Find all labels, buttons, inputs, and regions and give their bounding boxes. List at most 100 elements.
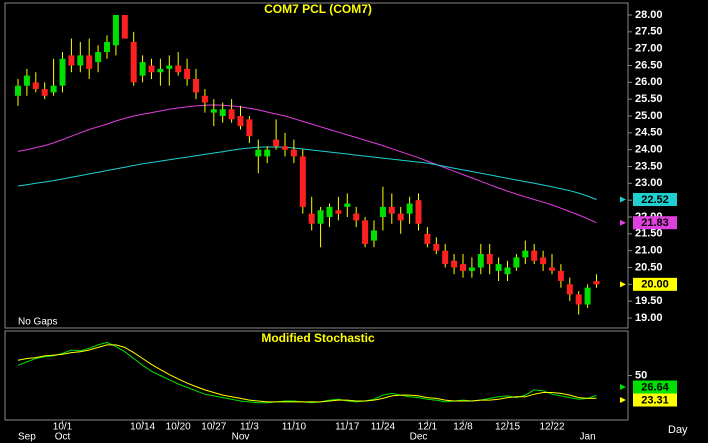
y-tick-label: 27.00 [635, 43, 663, 55]
x-tick-label: 10/1 [53, 422, 73, 433]
x-tick-label: 11/24 [371, 422, 396, 433]
candle-body [549, 267, 555, 271]
chart-title: COM7 PCL (COM7) [264, 2, 372, 16]
y-tick-label: 25.00 [635, 110, 663, 122]
candle-body [308, 213, 315, 224]
x-tick-label: 12/15 [495, 422, 520, 433]
last-value-arrow [620, 196, 626, 203]
x-tick-label: 10/20 [166, 422, 191, 433]
candle-body [282, 146, 288, 150]
candle-body [210, 109, 217, 113]
candle-body [451, 260, 458, 268]
last-value-box [633, 380, 677, 394]
candle-body [86, 55, 93, 69]
candle-body [442, 250, 449, 265]
y-tick-label: 28.00 [635, 9, 663, 21]
candle-body [121, 15, 128, 39]
month-label: Jan [580, 432, 596, 443]
y-tick-label: 21.00 [635, 245, 663, 257]
candle-body [112, 15, 119, 46]
y-tick-label: 26.00 [635, 76, 663, 88]
candle-body [68, 55, 75, 66]
y-tick-label: 50 [635, 369, 647, 381]
month-label: Nov [232, 432, 250, 443]
line [17, 344, 597, 403]
x-tick-label: 11/10 [282, 422, 307, 433]
last-value-arrow [620, 397, 626, 403]
last-value-arrow [620, 384, 626, 390]
candle-body [41, 89, 48, 96]
candle-body [424, 233, 431, 244]
last-close-arrow [620, 281, 626, 288]
candle-body [246, 119, 253, 137]
x-tick-label: 11/17 [335, 422, 360, 433]
candle-body [522, 250, 529, 258]
month-label: Sep [18, 432, 36, 443]
candle-body [95, 52, 102, 63]
x-tick-label: 12/1 [418, 422, 438, 433]
candle-body [273, 139, 280, 147]
candle-body [388, 206, 395, 214]
candle-body [193, 78, 199, 93]
x-axis-label: Day [668, 424, 688, 436]
candle-body [175, 65, 182, 73]
candle-body [157, 68, 164, 73]
last-value-box [633, 192, 677, 206]
candle-body [326, 206, 333, 217]
candle-body [148, 65, 155, 73]
month-label: Dec [410, 432, 428, 443]
note: No Gaps [18, 317, 57, 328]
candle-body [335, 210, 342, 214]
y-tick-label: 20.50 [635, 261, 663, 273]
candle-body [433, 243, 440, 251]
candle-body [513, 257, 520, 268]
x-tick-label: 10/14 [130, 422, 155, 433]
y-tick-label: 19.50 [635, 295, 663, 307]
candle-body [486, 254, 493, 265]
candle-body [264, 149, 271, 157]
y-tick-label: 24.50 [635, 127, 663, 139]
candle-body [353, 213, 360, 221]
last-value-box [633, 216, 677, 230]
candle-body [344, 203, 351, 207]
candle-body [584, 287, 591, 305]
last-value-label: 21.83 [641, 217, 669, 229]
candle-body [59, 58, 66, 86]
candle-body [495, 264, 502, 271]
candle-body [77, 55, 84, 66]
last-value-arrow [620, 219, 626, 226]
candle-body [139, 62, 146, 76]
last-value-label: 22.52 [641, 194, 669, 206]
last-close-box [633, 277, 677, 291]
last-value-box [633, 393, 677, 407]
candle-body [566, 284, 573, 295]
price-panel [4, 2, 629, 329]
x-tick-label: 10/27 [201, 422, 226, 433]
y-tick-label: 25.50 [635, 93, 663, 105]
y-tick-label: 23.00 [635, 177, 663, 189]
line [17, 104, 597, 224]
candle-body [531, 250, 538, 261]
y-tick-label: 21.50 [635, 228, 663, 240]
x-tick-label: 12/8 [453, 422, 473, 433]
candle-body [477, 254, 484, 268]
candle-body [415, 200, 422, 224]
candle-body [379, 206, 386, 217]
candle-body [317, 210, 324, 224]
y-tick-label: 26.50 [635, 59, 663, 71]
y-tick-label: 24.00 [635, 144, 663, 156]
candle-body [299, 156, 306, 207]
candle-body [184, 68, 191, 79]
last-value-label: 26.64 [641, 381, 669, 393]
candle-body [362, 220, 369, 244]
y-tick-label: 19.00 [635, 312, 663, 324]
candle-body [540, 257, 547, 265]
candle-body [23, 75, 30, 86]
candle-body [201, 95, 208, 103]
line [17, 341, 597, 404]
candle-body [371, 230, 377, 241]
candle-body [130, 41, 137, 83]
y-tick-label: 27.50 [635, 26, 663, 38]
candle-body [397, 213, 404, 221]
